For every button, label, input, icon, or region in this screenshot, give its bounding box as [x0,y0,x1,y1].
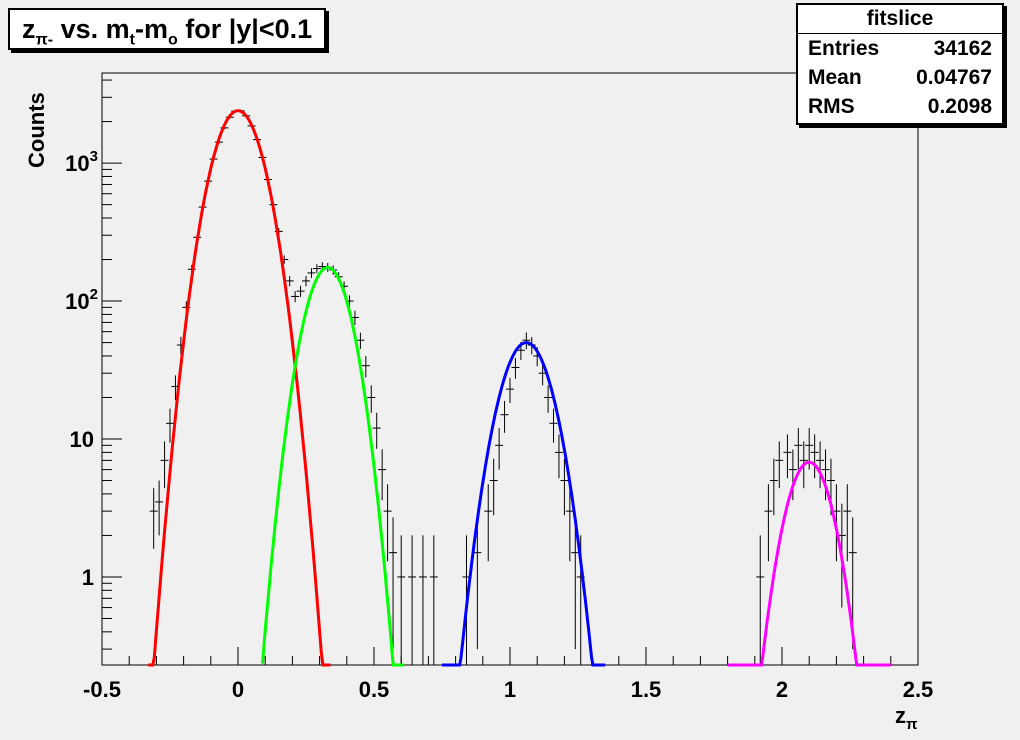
y-tick-label: 102 [65,286,98,314]
data-point [378,449,387,501]
data-point [506,377,514,404]
axis-tick-labels: -0.5 0 0.5 1 1.5 2 2.5 1 10 102 103 [65,148,933,702]
y-tick-label: 103 [65,148,98,176]
data-point [821,449,830,501]
x-axis-label: zπ [895,703,918,733]
stats-row-entries: Entries 34162 [798,34,1002,63]
data-point [794,428,803,470]
stats-row-mean: Mean 0.04767 [798,63,1002,92]
data-point [473,517,482,650]
data-point [764,484,773,562]
stats-label: RMS [808,95,855,118]
data-point [565,484,574,562]
data-point [810,434,819,479]
data-point [296,285,305,298]
data-point [484,484,493,562]
x-tick-label: 1 [504,677,516,702]
stats-label: Entries [808,37,880,60]
data-point [571,517,580,650]
data-point [495,428,504,470]
stats-title: fitslice [798,5,1002,34]
data-point [383,484,392,562]
data-point [312,264,321,274]
fit-curve [148,109,331,667]
stats-box: fitslice Entries 34162 Mean 0.04767 RMS … [796,3,1004,125]
stats-value: 0.2098 [927,95,992,118]
data-point [522,332,531,350]
y-axis-label: Counts [24,92,49,168]
data-point [500,400,509,433]
data-point [155,480,164,536]
data-point [367,385,376,413]
data-point [489,458,498,516]
stats-row-rms: RMS 0.2098 [798,92,1002,121]
data-point [408,535,417,665]
x-tick-label: 0 [232,677,244,702]
data-point [302,275,310,287]
x-tick-label: 2 [776,677,788,702]
data-point [549,408,558,443]
plot-frame [101,72,919,666]
data-point [166,408,174,443]
fit-curve [261,265,404,667]
data-point [554,434,563,479]
x-tick-label: -0.5 [83,677,121,702]
data-point [843,484,852,562]
stats-value: 0.04767 [916,66,992,89]
data-point [356,332,365,349]
data-point [307,268,316,278]
data-point [418,535,427,665]
y-tick-label: 1 [82,565,94,590]
data-point [775,441,784,489]
data-point [511,357,520,379]
fit-curves [148,109,891,667]
fit-curve [727,460,891,667]
data-point [429,535,438,665]
data-point [769,458,778,516]
data-point [560,458,569,516]
x-tick-label: 0.5 [359,677,390,702]
x-tick-label: 2.5 [903,677,934,702]
x-tick-label: 1.5 [631,677,662,702]
data-point [397,535,406,665]
data-point [756,535,765,665]
data-point [285,275,294,287]
data-point [389,517,398,650]
data-point [788,449,797,501]
data-point [372,412,381,449]
data-point [149,488,158,549]
stats-value: 34162 [933,37,992,60]
stats-label: Mean [808,66,862,89]
data-point [816,441,825,489]
data-point [160,441,169,489]
chart-title: zπ- vs. mt-mo for |y|<0.1 [8,8,327,50]
fit-curve [442,341,606,667]
data-point [544,385,553,413]
data-point [361,355,370,378]
data-point [783,434,792,479]
y-tick-label: 10 [70,427,94,452]
data-point [291,291,300,303]
